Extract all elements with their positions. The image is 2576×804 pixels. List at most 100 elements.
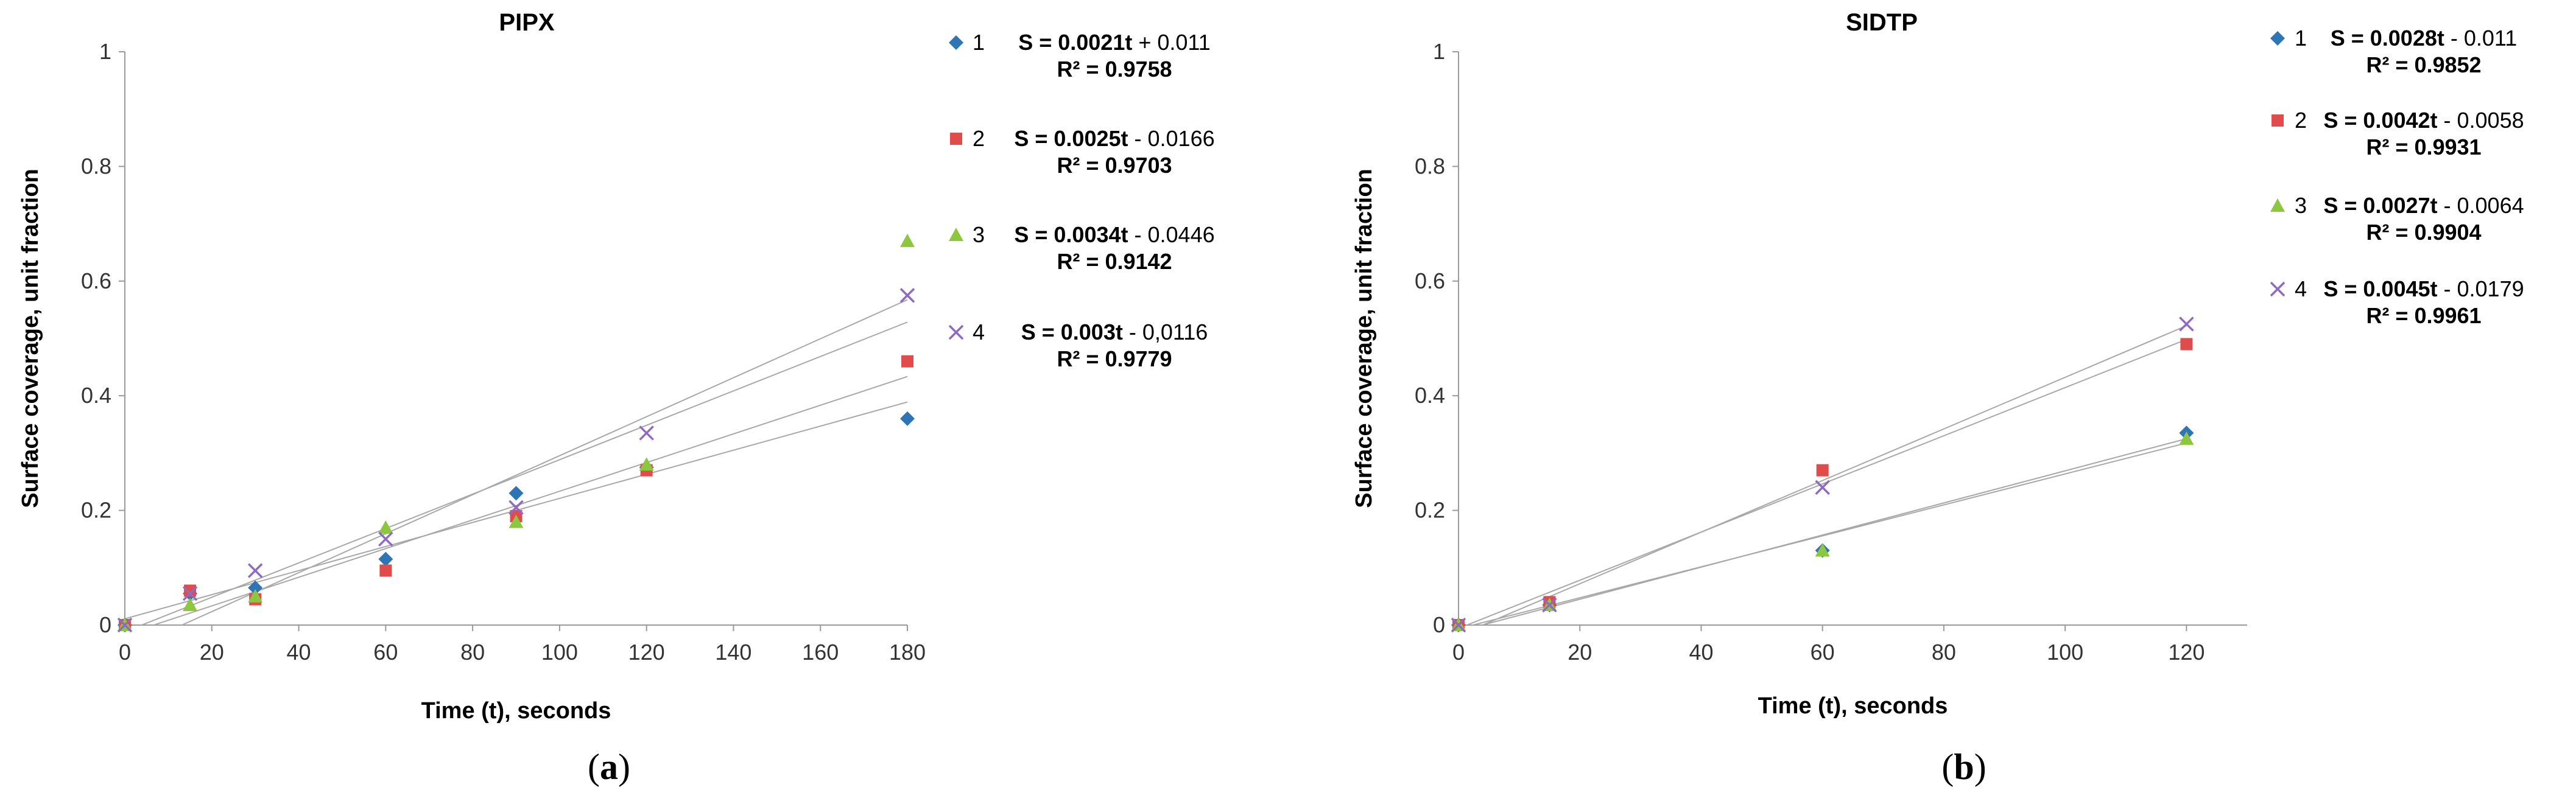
r-squared-label: R² = 0.9852 (2366, 52, 2481, 77)
y-axis-title: Surface coverage, unit fraction (1351, 169, 1377, 508)
equation-lhs: S = (2323, 108, 2363, 133)
equation-rest: + 0.011 (1132, 30, 1210, 55)
data-point-series-4 (182, 586, 198, 601)
trendline-series-4 (1481, 325, 2187, 625)
trendline-equation: S = 0.0025t - 0.0166 (1014, 126, 1214, 151)
equation-lhs: S = (2323, 276, 2363, 301)
x-tick-label: 80 (1932, 640, 1956, 665)
legend-label: 2 (2295, 108, 2307, 133)
data-point-series-3 (378, 520, 393, 534)
legend-label: 1 (2295, 26, 2307, 51)
data-point-series-2 (901, 355, 913, 368)
equation-rest: - 0,0116 (1123, 320, 1208, 344)
panel-label-b: (b) (1941, 747, 1986, 787)
equation-slope: 0.0034t (1054, 222, 1128, 247)
trendline-equation: S = 0.0021t + 0.011 (1018, 30, 1211, 55)
y-tick-label: 1 (99, 39, 111, 64)
legend-marker-2 (2272, 114, 2284, 127)
data-point-series-2 (2180, 338, 2193, 351)
chart-panel-a: 0 0.2 0.4 0.6 0.8 1 0 20 40 60 80 100 120 140 160 180 PI… (18, 9, 1215, 787)
equation-rest: - 0.0064 (2438, 193, 2524, 218)
y-tick-label: 0 (1433, 612, 1445, 637)
r-squared-label: R² = 0.9703 (1057, 153, 1172, 178)
x-tick-label: 20 (1568, 640, 1592, 665)
y-tick-label: 0.6 (1415, 268, 1445, 293)
x-tick-label: 40 (1689, 640, 1713, 665)
equation-lhs: S = (2331, 26, 2370, 51)
legend-label: 2 (973, 126, 985, 151)
data-point-series-3 (900, 233, 915, 247)
data-point-series-3 (248, 589, 263, 603)
y-axis-title: Surface coverage, unit fraction (18, 169, 43, 508)
trendline-equation: S = 0.0028t - 0.011 (2331, 26, 2518, 51)
equation-lhs: S = (1018, 30, 1058, 55)
x-tick-label: 20 (200, 640, 224, 665)
legend-marker-1 (949, 35, 963, 50)
x-axis-title: Time (t), seconds (421, 698, 611, 724)
equation-lhs: S = (2323, 193, 2363, 218)
data-point-series-2 (379, 564, 392, 577)
r-squared-label: R² = 0.9931 (2366, 135, 2481, 159)
equation-lhs: S = (1014, 126, 1054, 151)
equation-slope: 0.0042t (2363, 108, 2437, 133)
trendline-series-3 (1470, 442, 2187, 625)
data-point-series-4 (1451, 617, 1466, 633)
panel-label-letter: b (1954, 747, 1974, 787)
trendline-series-1 (1480, 438, 2187, 625)
panel-label-letter: a (600, 747, 618, 787)
legend-marker-4 (948, 324, 964, 340)
x-tick-label: 100 (541, 640, 578, 665)
data-point-series-1 (378, 551, 393, 567)
legend-marker-3 (2270, 198, 2285, 212)
equation-slope: 0.0025t (1054, 126, 1128, 151)
data-point-series-4 (117, 617, 133, 633)
y-tick-label: 0.6 (81, 268, 111, 293)
trendline-series-3 (180, 299, 908, 625)
panel-label-close: ) (1974, 747, 1987, 787)
x-tick-label: 100 (2047, 640, 2083, 665)
chart-panel-b: 0 0.2 0.4 0.6 0.8 1 0 20 40 60 80 100 120 SIDTP Time (… (1351, 9, 2524, 787)
data-point-series-3 (1815, 543, 1830, 557)
data-point-series-4 (639, 425, 654, 441)
x-axis-title: Time (t), seconds (1758, 693, 1948, 719)
series-4-points (117, 288, 915, 633)
data-point-series-3 (2179, 431, 2194, 445)
data-point-series-1 (248, 580, 263, 595)
equation-slope: 0.0027t (2363, 193, 2437, 218)
trendline-series-2 (152, 376, 908, 625)
y-tick-label: 0.4 (81, 383, 111, 408)
x-tick-label: 60 (1811, 640, 1835, 665)
r-squared-label: R² = 0.9904 (2366, 220, 2481, 245)
chart-title: SIDTP (1846, 9, 1918, 36)
x-tick-label: 120 (628, 640, 665, 665)
legend-label: 1 (973, 30, 985, 55)
chart-title: PIPX (499, 9, 554, 36)
trendline-series-2 (1465, 338, 2187, 625)
y-tick-label: 0.8 (1415, 153, 1445, 178)
legend-label: 4 (973, 320, 985, 344)
data-point-series-4 (378, 531, 393, 547)
data-point-series-1 (900, 411, 915, 426)
y-tick-label: 0 (99, 612, 111, 637)
x-tick-label: 160 (802, 640, 839, 665)
panel-label-open: ( (1941, 747, 1954, 787)
legend-label: 3 (973, 222, 985, 247)
r-squared-label: R² = 0.9779 (1057, 346, 1172, 371)
legend-label: 4 (2295, 276, 2307, 301)
equation-rest: - 0.0166 (1128, 126, 1215, 151)
series-1-points (1451, 425, 2194, 632)
legend-marker-3 (949, 228, 963, 241)
trendline-equation: S = 0.0027t - 0.0064 (2323, 193, 2524, 218)
data-point-series-1 (509, 486, 524, 501)
data-point-series-3 (509, 514, 524, 528)
data-point-series-4 (1815, 480, 1830, 495)
data-point-series-4 (2179, 316, 2194, 332)
trendline-equation: S = 0.0042t - 0.0058 (2323, 108, 2524, 133)
